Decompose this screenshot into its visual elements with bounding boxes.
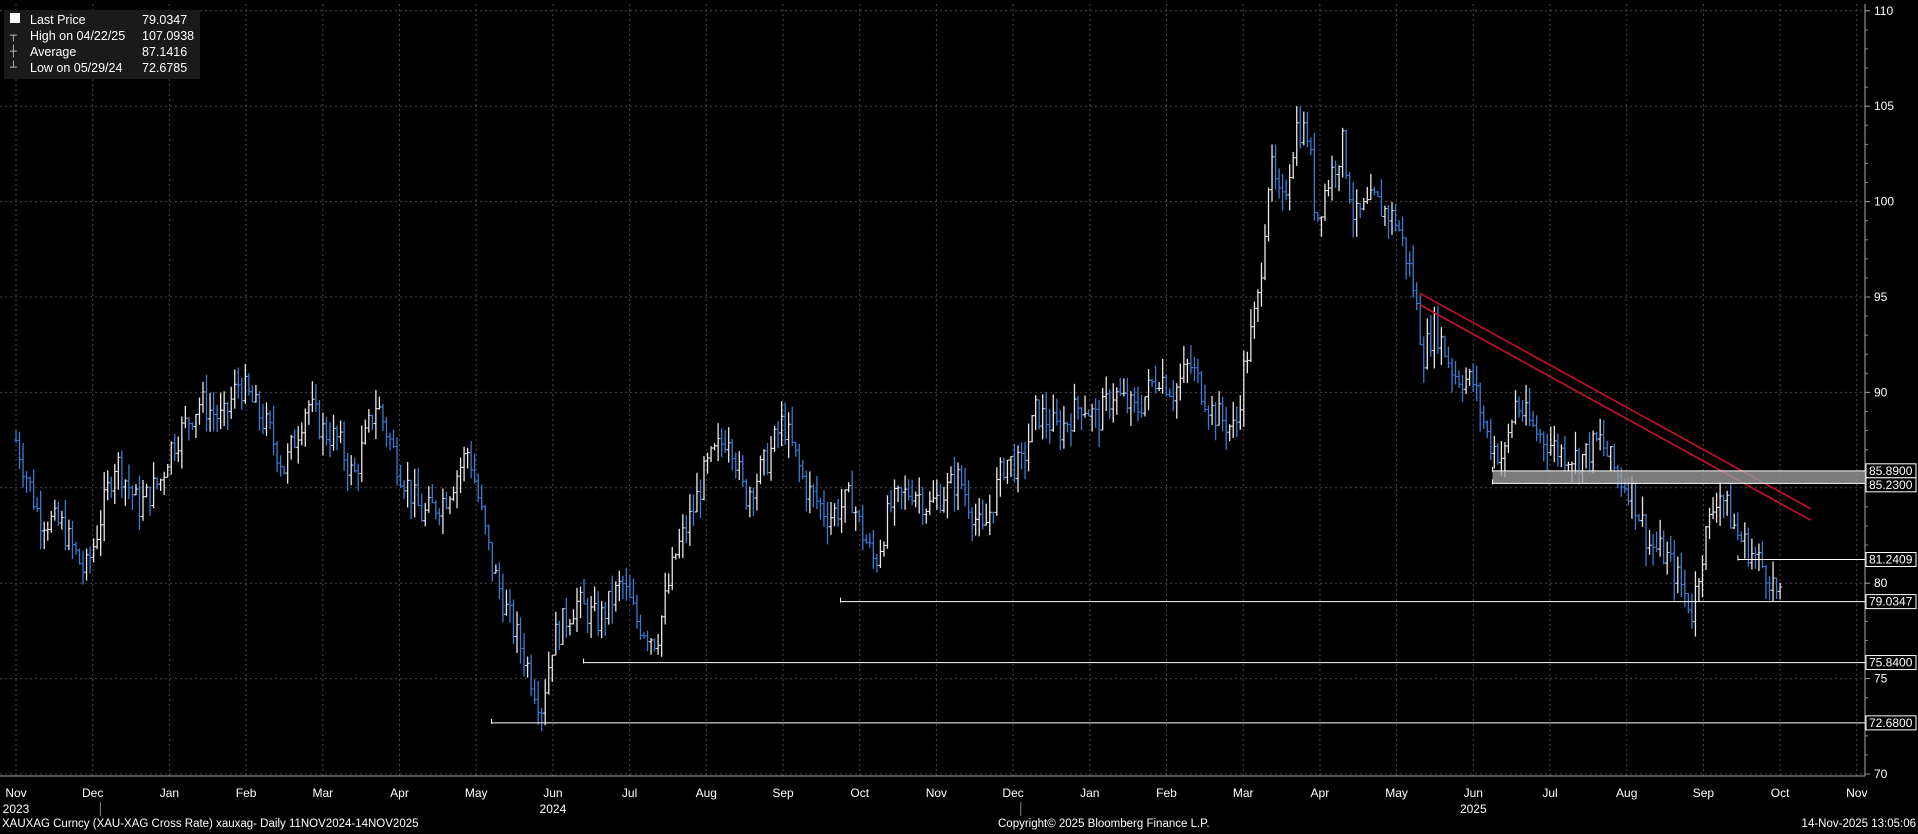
level-label: 72.6800 [1869, 716, 1913, 730]
x-tick-label: Aug [696, 786, 717, 800]
x-tick-label: Oct [850, 786, 869, 800]
footer-timestamp: 14-Nov-2025 13:05:06 [1801, 818, 1916, 830]
level-label: 81.2409 [1869, 553, 1913, 567]
y-tick-label: 70 [1874, 767, 1888, 781]
x-tick-label: Mar [312, 786, 333, 800]
level-label-box [1865, 477, 1917, 493]
x-tick-label: Nov [1846, 786, 1867, 800]
x-tick-label: Jul [1542, 786, 1557, 800]
level-label-box [1865, 715, 1917, 731]
x-tick-label: Feb [236, 786, 257, 800]
x-tick-label: Apr [390, 786, 409, 800]
level-label: 85.2300 [1869, 478, 1913, 492]
y-tick-label: 90 [1874, 385, 1888, 399]
footer-security-description: XAUXAG Curncy (XAU-XAG Cross Rate) xauxa… [2, 818, 419, 830]
x-year-label: 2025 [1460, 802, 1487, 816]
y-tick-label: 80 [1874, 576, 1888, 590]
x-tick-label: Apr [1311, 786, 1330, 800]
legend-row-high: ┬ High on 04/22/25 107.0938 [10, 28, 194, 44]
legend-label: Average [30, 45, 77, 59]
level-label: 79.0347 [1869, 595, 1913, 609]
y-tick-label: 105 [1874, 99, 1894, 113]
x-tick-label: Sep [1693, 786, 1715, 800]
x-tick-label: Dec [82, 786, 103, 800]
legend-value: 87.1416 [142, 45, 188, 59]
x-tick-label: Jun [1464, 786, 1483, 800]
x-tick-label: Feb [1156, 786, 1177, 800]
footer-copyright: Copyright© 2025 Bloomberg Finance L.P. [998, 818, 1210, 830]
legend-value: 107.0938 [142, 29, 195, 43]
trendline [1419, 303, 1812, 521]
legend-row-last-price: Last Price 79.0347 [10, 12, 194, 28]
legend-value: 79.0347 [142, 13, 188, 27]
legend-label: High on 04/22/25 [30, 29, 126, 43]
average-marker-icon: ┼ [10, 45, 17, 58]
y-tick-label: 75 [1874, 672, 1888, 686]
y-tick-label: 95 [1874, 290, 1888, 304]
x-tick-label: Sep [772, 786, 794, 800]
y-tick-label: 110 [1874, 4, 1893, 18]
x-tick-label: Jan [1080, 786, 1099, 800]
x-tick-label: Jan [160, 786, 179, 800]
legend-row-average: ┼ Average 87.1416 [10, 44, 194, 60]
level-label: 75.8400 [1869, 656, 1913, 670]
y-tick-label: 100 [1874, 195, 1894, 209]
x-tick-label: Nov [5, 786, 26, 800]
chart-legend: Last Price 79.0347 ┬ High on 04/22/25 10… [4, 10, 201, 79]
level-label: 85.8900 [1869, 464, 1913, 478]
x-year-label: 2024 [540, 802, 567, 816]
x-tick-label: Oct [1771, 786, 1790, 800]
x-tick-label: May [1385, 786, 1408, 800]
high-marker-icon: ┬ [10, 29, 17, 42]
legend-label: Last Price [30, 13, 86, 27]
x-tick-label: Jun [543, 786, 562, 800]
x-tick-label: Jul [622, 786, 637, 800]
level-label-box [1865, 594, 1917, 610]
x-tick-label: May [465, 786, 488, 800]
x-tick-label: Aug [1616, 786, 1637, 800]
low-marker-icon: ┴ [10, 61, 17, 74]
x-tick-label: Nov [926, 786, 947, 800]
legend-value: 72.6785 [142, 61, 188, 75]
support-zone [1492, 470, 1865, 484]
x-tick-label: Dec [1002, 786, 1023, 800]
square-icon [10, 12, 30, 28]
level-label-box [1865, 655, 1917, 671]
legend-row-low: ┴ Low on 05/29/24 72.6785 [10, 60, 194, 76]
x-tick-label: Mar [1233, 786, 1254, 800]
x-year-label: 2023 [3, 802, 30, 816]
legend-label: Low on 05/29/24 [30, 61, 123, 75]
level-label-box [1865, 552, 1917, 568]
